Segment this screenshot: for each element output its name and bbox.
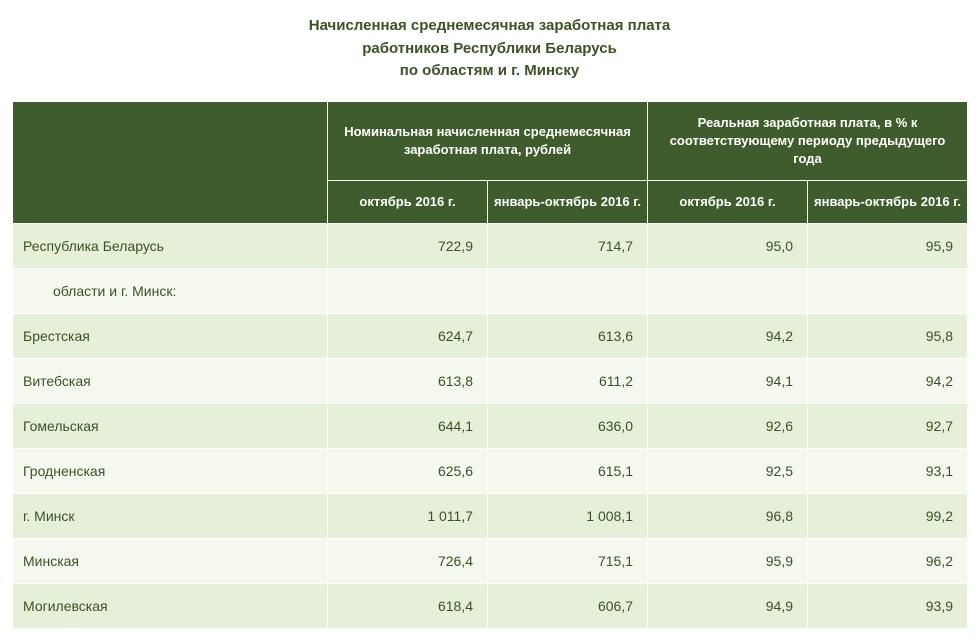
table-row: Республика Беларусь722,9714,795,095,9: [13, 224, 968, 269]
header-col-janoct-nominal: январь-октябрь 2016 г.: [488, 181, 648, 224]
cell-value: [488, 269, 648, 314]
cell-value: 92,5: [648, 449, 808, 494]
row-label: Республика Беларусь: [13, 224, 328, 269]
table-row: Витебская613,8611,294,194,2: [13, 359, 968, 404]
cell-value: 99,2: [808, 494, 968, 539]
cell-value: 95,9: [808, 224, 968, 269]
table-row: Гомельская644,1636,092,692,7: [13, 404, 968, 449]
row-label: Брестская: [13, 314, 328, 359]
header-group-nominal: Номинальная начисленная среднемесячная з…: [328, 101, 648, 181]
cell-value: 94,2: [648, 314, 808, 359]
row-label: области и г. Минск:: [13, 269, 328, 314]
table-row: Могилевская618,4606,794,993,9: [13, 584, 968, 629]
salary-table: Номинальная начисленная среднемесячная з…: [12, 101, 968, 630]
header-col-janoct-real: январь-октябрь 2016 г.: [808, 181, 968, 224]
cell-value: 95,0: [648, 224, 808, 269]
row-label: Гомельская: [13, 404, 328, 449]
cell-value: 92,7: [808, 404, 968, 449]
table-row: области и г. Минск:: [13, 269, 968, 314]
cell-value: 95,8: [808, 314, 968, 359]
cell-value: 95,9: [648, 539, 808, 584]
title-line-2: работников Республики Беларусь: [362, 40, 617, 57]
cell-value: 611,2: [488, 359, 648, 404]
row-label: Витебская: [13, 359, 328, 404]
row-label: Могилевская: [13, 584, 328, 629]
cell-value: [808, 269, 968, 314]
cell-value: 636,0: [488, 404, 648, 449]
cell-value: 624,7: [328, 314, 488, 359]
row-label: Минская: [13, 539, 328, 584]
cell-value: [648, 269, 808, 314]
row-label: Гродненская: [13, 449, 328, 494]
row-label: г. Минск: [13, 494, 328, 539]
header-blank: [13, 101, 328, 224]
cell-value: 93,1: [808, 449, 968, 494]
cell-value: 613,6: [488, 314, 648, 359]
page-title: Начисленная среднемесячная заработная пл…: [12, 15, 967, 83]
cell-value: 92,6: [648, 404, 808, 449]
cell-value: 96,8: [648, 494, 808, 539]
table-row: Гродненская625,6615,192,593,1: [13, 449, 968, 494]
cell-value: 726,4: [328, 539, 488, 584]
title-line-1: Начисленная среднемесячная заработная пл…: [309, 17, 671, 34]
table-row: Брестская624,7613,694,295,8: [13, 314, 968, 359]
cell-value: 615,1: [488, 449, 648, 494]
cell-value: 606,7: [488, 584, 648, 629]
cell-value: 715,1: [488, 539, 648, 584]
cell-value: 96,2: [808, 539, 968, 584]
cell-value: 94,2: [808, 359, 968, 404]
cell-value: 714,7: [488, 224, 648, 269]
table-body: Республика Беларусь722,9714,795,095,9обл…: [13, 224, 968, 629]
cell-value: 644,1: [328, 404, 488, 449]
cell-value: 625,6: [328, 449, 488, 494]
table-row: г. Минск1 011,71 008,196,899,2: [13, 494, 968, 539]
cell-value: 613,8: [328, 359, 488, 404]
header-col-oct-nominal: октябрь 2016 г.: [328, 181, 488, 224]
cell-value: 722,9: [328, 224, 488, 269]
cell-value: 93,9: [808, 584, 968, 629]
header-col-oct-real: октябрь 2016 г.: [648, 181, 808, 224]
table-row: Минская726,4715,195,996,2: [13, 539, 968, 584]
cell-value: 94,1: [648, 359, 808, 404]
cell-value: 1 008,1: [488, 494, 648, 539]
cell-value: [328, 269, 488, 314]
title-line-3: по областям и г. Минску: [400, 62, 579, 79]
cell-value: 618,4: [328, 584, 488, 629]
header-group-real: Реальная заработная плата, в % к соответ…: [648, 101, 968, 181]
cell-value: 1 011,7: [328, 494, 488, 539]
cell-value: 94,9: [648, 584, 808, 629]
